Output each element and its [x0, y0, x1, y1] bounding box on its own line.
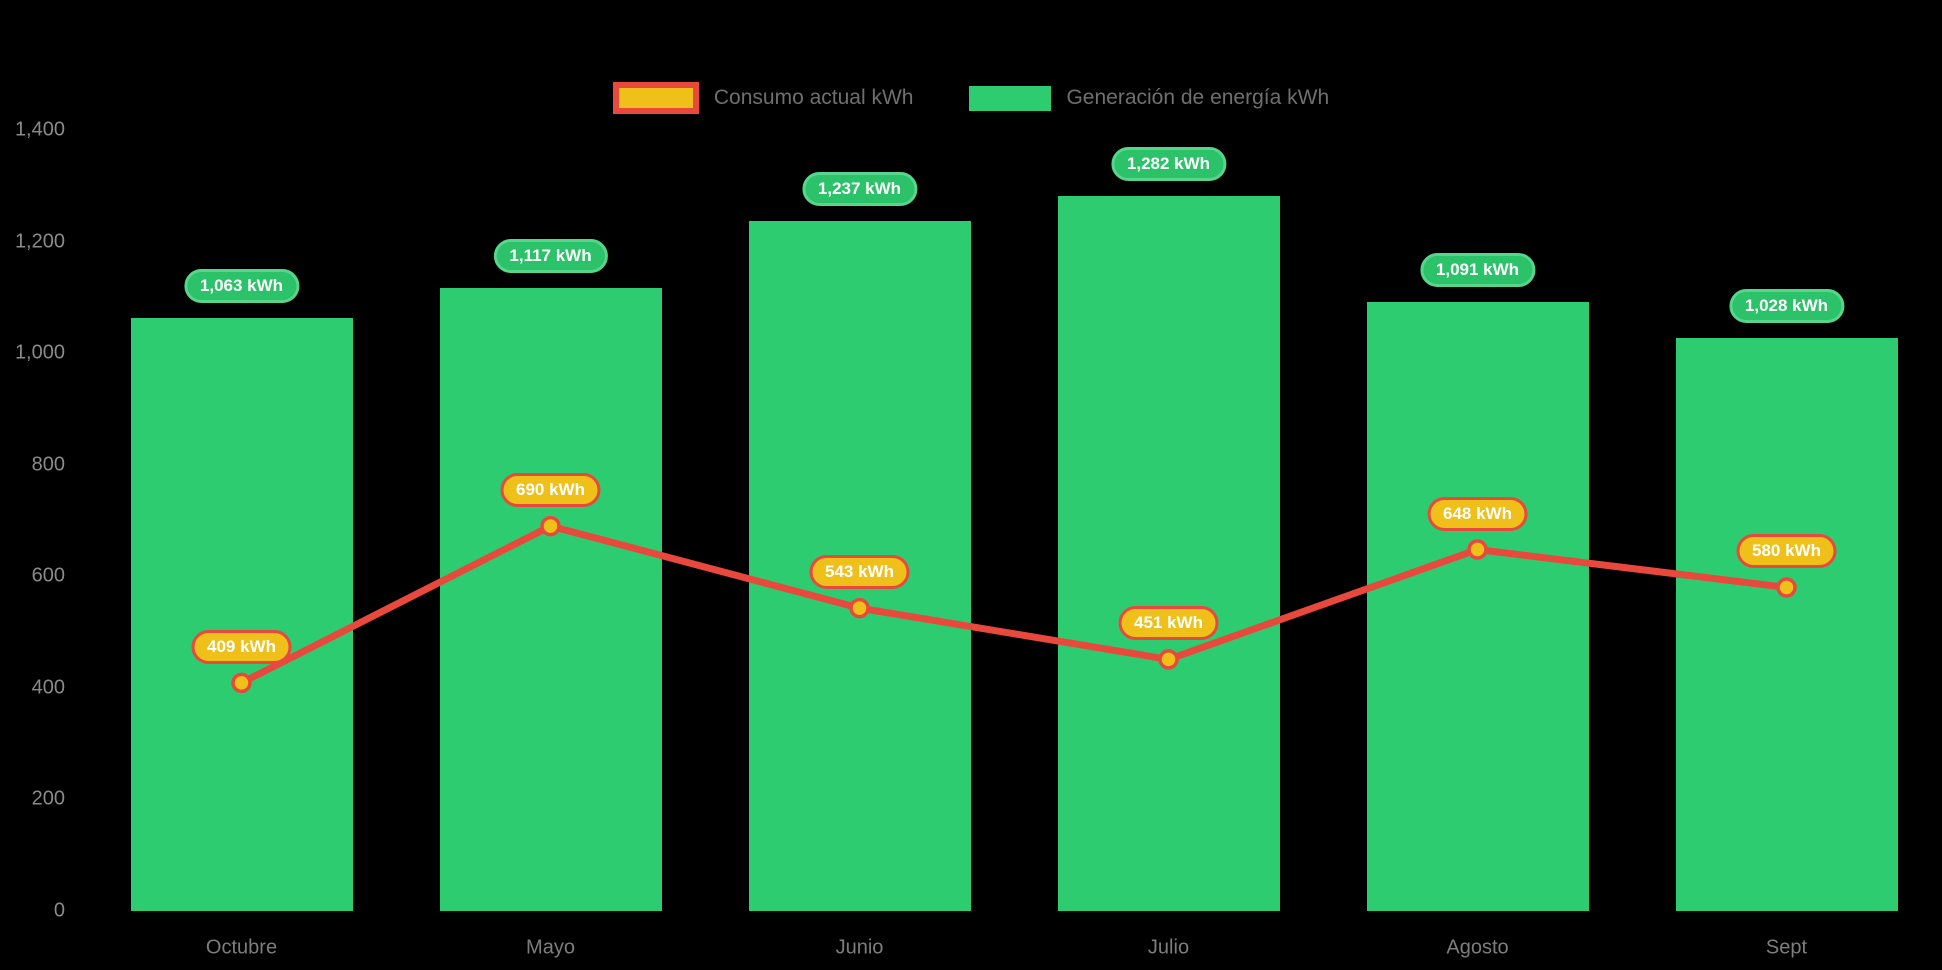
- x-tick-label: Junio: [835, 936, 884, 959]
- consumption-marker[interactable]: [849, 597, 870, 619]
- generation-bar[interactable]: [1366, 302, 1589, 911]
- consumo-legend-swatch: [612, 82, 699, 114]
- consumption-marker[interactable]: [540, 515, 561, 537]
- y-tick-label: 600: [31, 564, 65, 587]
- consumption-marker[interactable]: [1158, 649, 1179, 670]
- generation-bar[interactable]: [439, 287, 662, 911]
- consumption-marker[interactable]: [1467, 539, 1488, 560]
- generation-bar[interactable]: [1675, 337, 1898, 911]
- x-tick-label: Agosto: [1446, 936, 1509, 959]
- legend-item-generacion-energia[interactable]: Generación de energía kWh: [969, 85, 1330, 111]
- consumption-value-pill: 543 kWh: [809, 555, 910, 590]
- x-tick-label: Sept: [1765, 936, 1808, 959]
- generation-value-pill: 1,063 kWh: [183, 268, 300, 303]
- consumption-value-pill: 451 kWh: [1118, 606, 1219, 641]
- consumption-marker[interactable]: [1776, 577, 1797, 598]
- x-tick-label: Mayo: [526, 936, 575, 959]
- legend-item-consumo-actual[interactable]: Consumo actual kWh: [612, 82, 914, 114]
- consumption-value-pill: 409 kWh: [191, 629, 292, 664]
- generation-value-pill: 1,028 kWh: [1728, 288, 1845, 323]
- generation-value-pill: 1,282 kWh: [1110, 146, 1227, 181]
- generation-value-pill: 1,091 kWh: [1419, 253, 1536, 288]
- y-tick-label: 1,200: [14, 230, 65, 253]
- consumption-value-pill: 648 kWh: [1427, 496, 1528, 531]
- generation-value-pill: 1,237 kWh: [801, 171, 918, 206]
- generation-bar[interactable]: [1057, 195, 1280, 911]
- consumo-legend-label: Consumo actual kWh: [713, 86, 914, 109]
- y-tick-label: 1,400: [14, 118, 65, 141]
- y-tick-label: 400: [31, 676, 65, 699]
- y-tick-label: 1,000: [14, 341, 65, 364]
- consumption-marker[interactable]: [231, 672, 252, 694]
- y-tick-label: 800: [31, 453, 65, 476]
- generation-bar[interactable]: [130, 317, 353, 911]
- consumption-value-pill: 690 kWh: [500, 473, 601, 508]
- y-tick-label: 200: [31, 787, 65, 810]
- generacion-legend-swatch: [969, 85, 1052, 111]
- legend: Consumo actual kWh Generación de energía…: [0, 82, 1942, 114]
- x-tick-label: Julio: [1147, 936, 1190, 959]
- y-tick-label: 0: [53, 899, 65, 922]
- generacion-legend-label: Generación de energía kWh: [1066, 86, 1330, 109]
- consumption-value-pill: 580 kWh: [1736, 534, 1837, 569]
- generation-value-pill: 1,117 kWh: [493, 238, 608, 273]
- x-tick-label: Octubre: [205, 936, 278, 959]
